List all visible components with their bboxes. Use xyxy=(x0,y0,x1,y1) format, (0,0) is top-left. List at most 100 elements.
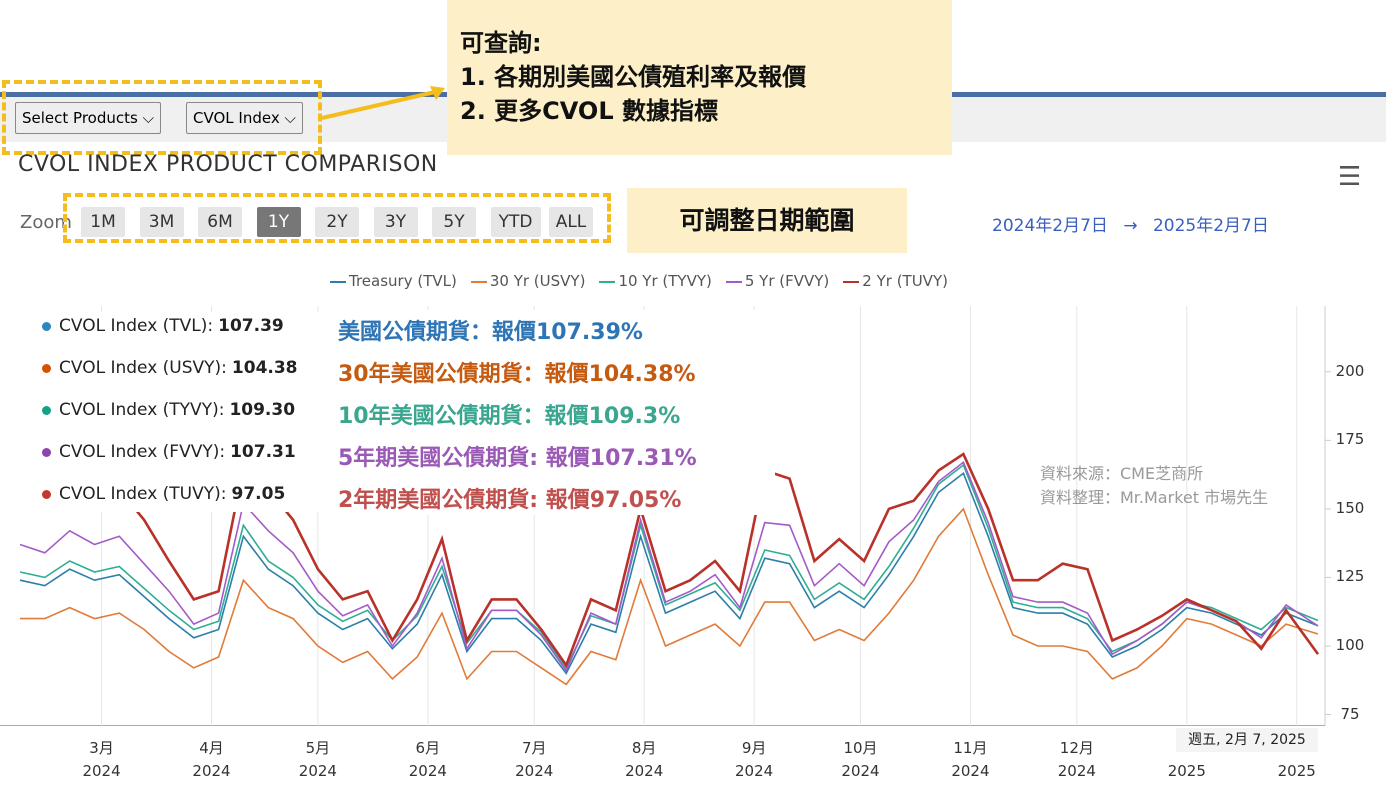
series-line xyxy=(19,461,1319,673)
dropdown-label: Select Products xyxy=(22,109,138,127)
quote-line: 美國公債期貨：報價107.39% xyxy=(338,320,643,345)
legend-item[interactable]: Treasury (TVL) xyxy=(330,272,457,290)
date-to: 2025年2月7日 xyxy=(1152,216,1269,236)
quote-line: 10年美國公債期貨：報價109.3% xyxy=(338,404,681,429)
readout-name: CVOL Index (TYVY): xyxy=(59,400,225,420)
source-line: 資料整理：Mr.Market 市場先生 xyxy=(1040,488,1269,507)
legend-item[interactable]: 2 Yr (TUVY) xyxy=(843,272,948,290)
arrow xyxy=(321,90,436,120)
y-tick-label: 100 xyxy=(1335,635,1365,654)
zoom-button[interactable]: 5Y xyxy=(432,207,476,237)
readout-row: CVOL Index (TVL): 107.39 xyxy=(42,316,284,336)
zoom-label: Zoom xyxy=(20,212,72,233)
zoom-button[interactable]: 6M xyxy=(198,207,242,237)
callout-text: 可查詢: 1. 各期別美國公債殖利率及報價 2. 更多CVOL 數據指標 xyxy=(460,26,806,128)
date-range: 2024年2月7日 → 2025年2月7日 xyxy=(992,211,1269,236)
zoom-button[interactable]: ALL xyxy=(549,207,593,237)
menu-icon[interactable]: ☰ xyxy=(1338,162,1362,192)
y-tick-label: 175 xyxy=(1335,430,1365,449)
callout-box xyxy=(447,0,952,155)
arrow-head xyxy=(430,86,445,100)
zoom-button[interactable]: 1Y xyxy=(256,207,301,237)
readout-value: 107.31 xyxy=(230,442,296,462)
date-from: 2024年2月7日 xyxy=(992,216,1108,236)
x-tick-label: 9月 2024 xyxy=(735,739,774,780)
callout-line: 可查詢: xyxy=(460,29,542,57)
x-tick-label: 4月 2024 xyxy=(192,739,231,780)
legend-swatch xyxy=(470,280,487,283)
highlight xyxy=(2,80,322,155)
readout-value: 109.30 xyxy=(229,400,296,420)
x-tick-label: 3月 2024 xyxy=(82,739,121,780)
callout-text: 可調整日期範圍 xyxy=(627,188,907,253)
series-line xyxy=(20,507,1319,686)
zoom-button[interactable]: 3M xyxy=(139,207,184,237)
readout: CVOL Index (TVL): 107.39 CVOL Index (USVY)… xyxy=(18,312,320,512)
products-dropdown[interactable]: Select Products ⌵ xyxy=(15,102,161,134)
readout-name: CVOL Index (FVVY): xyxy=(59,442,226,462)
tooltip: 週五, 2月 7, 2025 xyxy=(1176,728,1318,752)
y-tick-label: 75 xyxy=(1340,704,1360,723)
quote-line: 2年期美國公債期貨: 報價97.05% xyxy=(338,488,682,513)
x-tick-label: 5月 2024 xyxy=(298,739,337,780)
legend-swatch xyxy=(330,280,346,283)
readout-dot xyxy=(42,322,51,331)
legend-item[interactable]: 10 Yr (TYVY) xyxy=(599,272,712,290)
readout-row: CVOL Index (USVY): 104.38 xyxy=(42,358,298,378)
quotes-box: 美國公債期貨：報價107.39% 30年美國公債期貨：報價104.38% 10年美國… xyxy=(330,310,775,515)
x-tick-label: 10月 2024 xyxy=(841,739,880,780)
legend-label: 10 Yr (TYVY) xyxy=(618,272,712,290)
index-dropdown[interactable]: CVOL Index ⌵ xyxy=(186,102,303,134)
highlight xyxy=(63,193,611,243)
legend-swatch xyxy=(843,280,860,283)
y-tick-label: 150 xyxy=(1335,498,1365,517)
quote-line: 5年期美國公債期貨: 報價107.31% xyxy=(338,446,697,471)
y-tick-label: 125 xyxy=(1335,567,1365,586)
readout-dot xyxy=(42,406,51,415)
source-line: 資料來源：CME芝商所 xyxy=(1040,464,1204,483)
readout-row: CVOL Index (TYVY): 109.30 xyxy=(42,400,295,420)
callout-line: 1. 各期別美國公債殖利率及報價 xyxy=(460,63,807,91)
legend-label: 5 Yr (FVVY) xyxy=(744,272,830,290)
zoom-button[interactable]: 2Y xyxy=(315,207,359,237)
legend-label: 2 Yr (TUVY) xyxy=(862,272,948,290)
readout-dot xyxy=(42,448,51,457)
date-arrow: → xyxy=(1123,216,1138,236)
legend-label: 30 Yr (USVY) xyxy=(489,272,586,290)
source: 資料來源：CME芝商所資料整理：Mr.Market 市場先生 xyxy=(1040,462,1268,510)
x-tick-label: 8月 2024 xyxy=(625,739,664,780)
x-tick-label: 6月 2024 xyxy=(408,739,447,780)
series-line xyxy=(19,463,1319,670)
readout-value: 107.39 xyxy=(218,316,284,336)
legend-item[interactable]: 30 Yr (USVY) xyxy=(470,272,586,290)
readout-dot xyxy=(42,364,51,373)
x-tick-label: 2025 xyxy=(1167,762,1206,780)
readout-dot xyxy=(42,490,51,499)
legend-label: Treasury (TVL) xyxy=(349,272,457,290)
readout-row: CVOL Index (FVVY): 107.31 xyxy=(42,442,296,462)
legend-swatch xyxy=(599,280,616,283)
x-tick-label: 11月 2024 xyxy=(951,739,990,780)
zoom-button[interactable]: 1M xyxy=(81,207,125,237)
readout-value: 104.38 xyxy=(231,358,298,378)
legend-item[interactable]: 5 Yr (FVVY) xyxy=(725,272,830,290)
x-tick-label: 7月 2024 xyxy=(515,739,554,780)
dropdown-label: CVOL Index xyxy=(193,109,280,127)
y-tick-label: 200 xyxy=(1335,361,1365,380)
zoom-button[interactable]: 3Y xyxy=(373,207,418,237)
readout-value: 97.05 xyxy=(231,484,286,504)
readout-name: CVOL Index (USVY): xyxy=(59,358,227,378)
quote-line: 30年美國公債期貨：報價104.38% xyxy=(338,362,696,387)
readout-name: CVOL Index (TVL): xyxy=(59,316,214,336)
legend: Treasury (TVL) 30 Yr (USVY) 10 Yr (TYVY) 5 … xyxy=(330,272,962,290)
chart-title: CVOL INDEX PRODUCT COMPARISON xyxy=(18,152,438,177)
x-tick-label: 2025 xyxy=(1277,762,1316,780)
x-tick-label: 12月 2024 xyxy=(1057,739,1096,780)
callout-line: 2. 更多CVOL 數據指標 xyxy=(460,97,718,125)
series-line xyxy=(19,472,1319,675)
readout-name: CVOL Index (TUVY): xyxy=(59,484,227,504)
readout-row: CVOL Index (TUVY): 97.05 xyxy=(42,484,285,504)
legend-swatch xyxy=(725,280,742,283)
zoom-button[interactable]: YTD xyxy=(490,207,541,237)
